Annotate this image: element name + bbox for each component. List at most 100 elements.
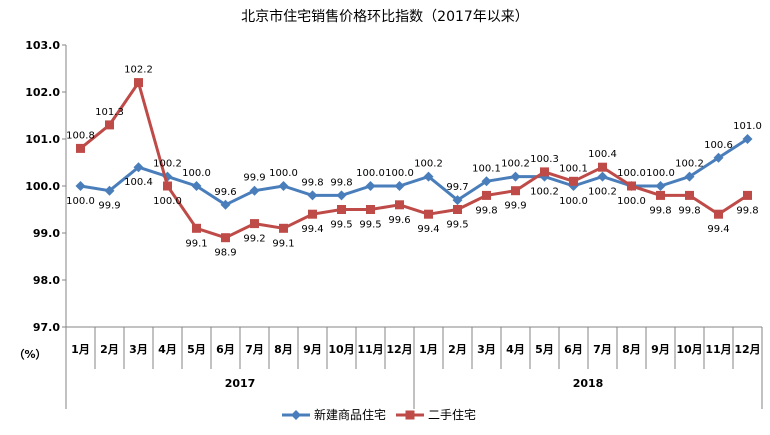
data-label-s0-5: 99.6: [214, 187, 236, 198]
x-tick-label-5: 6月: [216, 343, 235, 356]
x-tick-label-18: 7月: [593, 343, 612, 356]
series-1-point-20: [656, 190, 665, 200]
x-tick-label-20: 9月: [651, 343, 670, 356]
series-0-point-21: [684, 171, 695, 182]
data-label-s1-16: 100.3: [530, 154, 559, 165]
series-0-point-8: [307, 190, 318, 201]
data-label-s1-3: 100.0: [153, 196, 182, 207]
series-1-point-19: [627, 181, 636, 191]
data-label-s0-23: 101.0: [733, 121, 762, 132]
series-1-point-4: [192, 223, 201, 233]
data-label-s0-12: 100.2: [414, 159, 443, 170]
y-tick-label-4: 101.0: [25, 133, 60, 146]
series-line-1: [79, 81, 749, 240]
y-ticks: 97.0 98.0 99.0 100.0 101.0 102.0 103.0: [25, 39, 66, 334]
x-tick-label-1: 2月: [100, 343, 119, 356]
series-0-point-15: [510, 171, 521, 182]
group-label-0: 2017: [225, 377, 256, 390]
data-label-s0-6: 99.9: [243, 173, 265, 184]
data-label-s1-2: 102.2: [124, 65, 153, 76]
data-label-s1-22: 99.4: [707, 224, 729, 235]
series-0-point-7: [278, 181, 289, 191]
series-1-point-17: [569, 176, 578, 186]
x-tick-label-16: 5月: [535, 343, 554, 356]
y-unit-label: （%）: [13, 348, 46, 361]
data-label-s0-11: 100.0: [385, 168, 414, 179]
chart-title: 北京市住宅销售价格环比指数（2017年以来）: [241, 8, 529, 25]
series-1-point-13: [453, 205, 462, 214]
data-label-s0-15: 100.2: [501, 159, 530, 170]
data-label-s1-6: 99.2: [243, 234, 265, 245]
data-label-s1-10: 99.5: [359, 220, 381, 231]
data-label-s0-0: 100.0: [66, 196, 95, 207]
series-0-point-18: [597, 171, 608, 182]
series-0-point-9: [336, 190, 347, 201]
y-tick-label-0: 97.0: [33, 321, 60, 334]
data-label-s0-1: 99.9: [98, 201, 120, 212]
data-label-s1-20: 99.8: [649, 205, 671, 216]
series-1-point-1: [105, 120, 114, 130]
data-label-s1-19: 100.0: [617, 168, 646, 179]
x-tick-label-3: 4月: [158, 343, 177, 356]
data-label-s1-13: 99.5: [446, 220, 468, 231]
legend: 新建商品住宅 二手住宅: [282, 407, 476, 422]
x-tick-label-15: 4月: [506, 343, 525, 356]
data-label-s0-4: 100.0: [182, 168, 211, 179]
x-tick-label-21: 10月: [676, 343, 702, 356]
x-tick-label-22: 11月: [705, 343, 731, 356]
data-label-s0-21: 100.2: [675, 159, 704, 170]
data-label-s1-9: 99.5: [330, 220, 352, 231]
series-0-point-10: [365, 181, 376, 191]
data-label-s1-0: 100.8: [66, 130, 95, 141]
series-1-point-9: [337, 205, 346, 214]
x-tick-label-17: 6月: [564, 343, 583, 356]
series-1-point-18: [598, 162, 607, 172]
series-0-point-6: [249, 185, 260, 196]
x-tick-label-12: 1月: [419, 343, 438, 356]
x-ticks: 1月 2月 3月 4月 5月 6月 7月 8月 9月 10月 11月 12月 1月 2月 3月 4月 5月 6月 7…: [65, 327, 763, 409]
series-0-point-12: [423, 171, 434, 182]
y-tick-label-2: 99.0: [33, 227, 60, 240]
data-label-s1-5: 98.9: [214, 248, 236, 259]
data-label-s0-17: 100.0: [559, 196, 588, 207]
data-label-s0-10: 100.0: [356, 168, 385, 179]
series-1-point-11: [395, 200, 404, 210]
x-tick-label-23: 12月: [734, 343, 760, 356]
series-1-point-10: [366, 205, 375, 214]
data-label-s0-19: 100.0: [617, 196, 646, 207]
data-label-s0-22: 100.6: [704, 140, 733, 151]
series-0-point-22: [713, 152, 724, 163]
legend-marker-0: [291, 410, 301, 420]
data-label-s1-17: 100.1: [559, 163, 588, 174]
group-label-1: 2018: [573, 377, 604, 390]
y-tick-label-3: 100.0: [25, 180, 60, 193]
series-1-point-0: [76, 143, 85, 153]
legend-marker-1: [405, 410, 415, 420]
x-tick-label-10: 11月: [357, 343, 383, 356]
series-1-point-15: [511, 186, 520, 196]
x-tick-label-2: 3月: [129, 343, 148, 356]
series-0-point-2: [133, 162, 144, 173]
series-1-point-8: [308, 209, 317, 219]
series-1-point-2: [134, 78, 143, 88]
series-1-point-3: [163, 181, 172, 191]
data-label-s0-20: 100.0: [646, 168, 675, 179]
x-tick-label-0: 1月: [71, 343, 90, 356]
data-label-s1-14: 99.8: [475, 205, 497, 216]
x-tick-label-14: 3月: [477, 343, 496, 356]
legend-label-0: 新建商品住宅: [314, 407, 386, 422]
data-label-s1-12: 99.4: [417, 224, 439, 235]
series-0-point-4: [191, 181, 202, 191]
x-tick-label-8: 9月: [303, 343, 322, 356]
data-label-s0-9: 99.8: [330, 177, 352, 188]
x-tick-label-13: 2月: [448, 343, 467, 356]
series-1-point-23: [743, 190, 752, 200]
series-1-point-14: [482, 190, 491, 200]
series-0-point-0: [75, 181, 86, 191]
data-label-s0-16: 100.2: [530, 187, 559, 198]
x-tick-label-9: 10月: [328, 343, 354, 356]
series-1-point-22: [714, 209, 723, 219]
data-label-s0-18: 100.2: [588, 187, 617, 198]
